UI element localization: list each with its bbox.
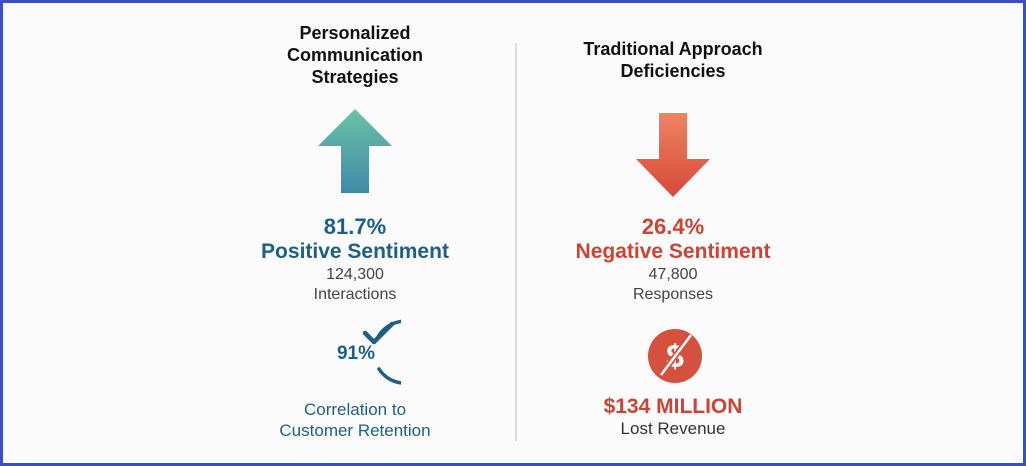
arrow-down-icon	[636, 113, 710, 197]
right-count-label: Responses	[632, 286, 714, 303]
left-footer-line: Customer Retention	[279, 421, 431, 440]
left-title-line: Personalized	[299, 23, 411, 43]
left-count-label: Interactions	[313, 286, 397, 303]
right-title-line: Traditional Approach	[583, 39, 763, 59]
lost-revenue-amount: $134 MILLION	[603, 395, 743, 418]
right-title-line: Deficiencies	[620, 61, 726, 81]
left-title-line: Strategies	[311, 67, 399, 87]
column-divider	[515, 43, 517, 441]
right-title: Traditional Approach Deficiencies	[583, 38, 762, 82]
left-count: 124,300	[326, 266, 384, 283]
no-dollar-icon: $	[648, 329, 702, 383]
right-percent: 26.4%	[641, 214, 705, 239]
right-sentiment-label: Negative Sentiment	[575, 240, 771, 263]
left-percent: 81.7%	[323, 214, 387, 239]
left-title: Personalized Communication Strategies	[287, 22, 423, 88]
left-footer: Correlation to Customer Retention	[279, 399, 430, 441]
badge-value: 91%	[336, 343, 376, 364]
lost-revenue-label: Lost Revenue	[620, 419, 726, 438]
right-count: 47,800	[648, 266, 698, 283]
left-title-line: Communication	[286, 45, 424, 65]
left-footer-line: Correlation to	[303, 400, 407, 419]
left-sentiment-label: Positive Sentiment	[261, 240, 449, 263]
circle-check-icon	[362, 319, 401, 385]
arrow-up-icon	[318, 109, 392, 193]
